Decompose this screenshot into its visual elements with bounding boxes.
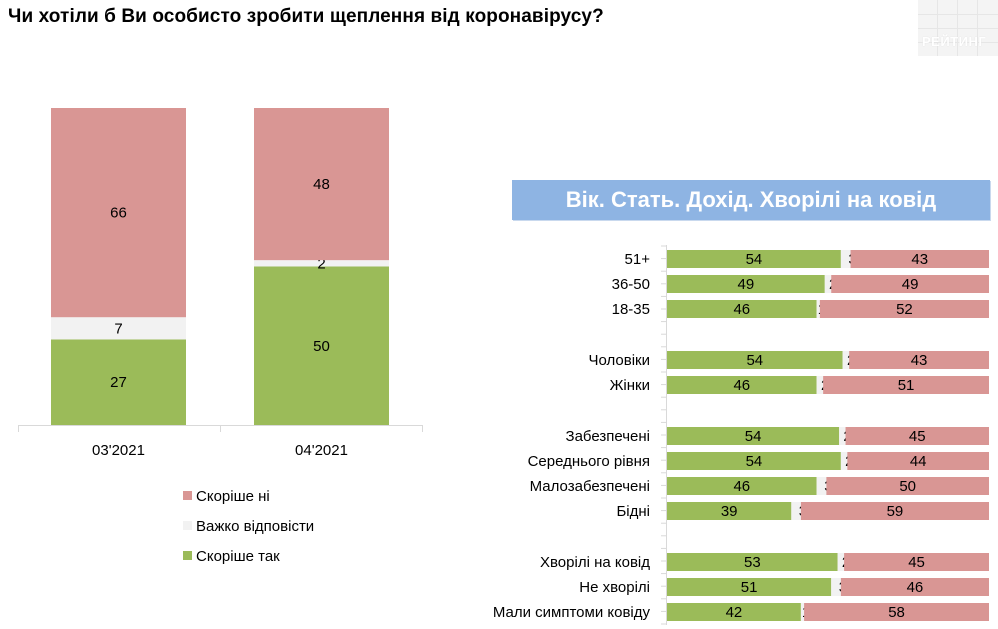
column-segment — [51, 339, 186, 425]
bar-segment — [819, 300, 989, 318]
bar-data-label: 59 — [887, 503, 904, 520]
column-segment — [51, 108, 186, 318]
bar-segment — [804, 603, 989, 621]
bar-segment — [667, 452, 841, 470]
bar-data-label: 46 — [733, 301, 750, 318]
bar-category-label: Не хворілі — [579, 579, 650, 596]
legend-label: Важко відповісти — [196, 518, 314, 535]
bar-segment — [667, 502, 792, 520]
bar-segment — [831, 275, 989, 293]
bar-segment — [850, 250, 989, 268]
bar-data-label: 43 — [911, 352, 928, 369]
bar-data-label: 42 — [726, 604, 743, 621]
bar-data-label: 49 — [902, 276, 919, 293]
bar-segment — [667, 477, 817, 495]
bar-segment — [667, 376, 817, 394]
bar-data-label: 43 — [911, 251, 928, 268]
bar-segment — [847, 452, 989, 470]
bar-data-label: 46 — [733, 478, 750, 495]
column-data-label: 48 — [313, 176, 330, 193]
legend-swatch — [183, 551, 192, 560]
bar-segment — [823, 376, 989, 394]
bar-data-label: 39 — [721, 503, 738, 520]
column-data-label: 2 — [317, 255, 325, 272]
logo-grid — [918, 0, 998, 56]
bar-data-label: 51 — [741, 579, 758, 596]
bar-category-label: Забезпечені — [566, 428, 650, 445]
bar-category-label: 18-35 — [612, 301, 650, 318]
bar-segment — [840, 578, 989, 596]
bar-segment — [800, 603, 805, 621]
bar-segment — [845, 427, 989, 445]
bar-segment — [839, 427, 846, 445]
bar-data-label: 54 — [746, 453, 763, 470]
bar-data-label: 46 — [907, 579, 924, 596]
bar-data-label: 51 — [898, 377, 915, 394]
legend-swatch — [183, 491, 192, 500]
bar-segment — [816, 376, 824, 394]
bar-segment — [667, 351, 843, 369]
chart-title: Чи хотіли б Ви особисто зробити щеплення… — [8, 6, 604, 27]
bar-data-label: 44 — [910, 453, 927, 470]
bar-data-label: 49 — [738, 276, 755, 293]
bar-segment — [816, 477, 827, 495]
legend-swatch — [183, 521, 192, 530]
bar-segment — [667, 603, 801, 621]
column-data-label: 7 — [114, 320, 122, 337]
bar-segment — [837, 553, 845, 571]
bar-segment — [831, 578, 841, 596]
bar-data-label: 54 — [745, 428, 762, 445]
bar-segment — [840, 452, 848, 470]
x-tick-label: 04'2021 — [295, 442, 348, 459]
group-banner: Вік. Стать. Дохід. Хворілі на ковід — [512, 180, 990, 220]
x-tick-label: 03'2021 — [92, 442, 145, 459]
column-data-label: 27 — [110, 374, 127, 391]
logo-text: РЕЙТИНГ — [922, 34, 987, 49]
bar-segment — [800, 502, 989, 520]
bar-data-label: 58 — [888, 604, 905, 621]
column-data-label: 66 — [110, 205, 127, 222]
column-segment — [254, 260, 389, 267]
column-data-label: 50 — [313, 338, 330, 355]
bar-segment — [840, 250, 851, 268]
bar-category-label: 36-50 — [612, 276, 650, 293]
bar-segment — [667, 250, 841, 268]
bar-segment — [667, 427, 840, 445]
bar-segment — [824, 275, 832, 293]
bar-segment — [667, 300, 817, 318]
bar-category-label: 51+ — [625, 251, 651, 268]
bar-category-label: Жінки — [610, 377, 650, 394]
bar-data-label: 54 — [746, 352, 763, 369]
bar-segment — [844, 553, 989, 571]
bar-segment — [791, 502, 801, 520]
bar-category-label: Середнього рівня — [528, 453, 650, 470]
legend-label: Скоріше ні — [196, 488, 270, 505]
bar-data-label: 45 — [908, 554, 925, 571]
column-segment — [51, 317, 186, 340]
bar-segment — [667, 275, 825, 293]
bar-category-label: Хворілі на ковід — [540, 554, 650, 571]
bar-data-label: 46 — [733, 377, 750, 394]
bar-segment — [842, 351, 850, 369]
bar-category-label: Бідні — [616, 503, 650, 520]
bar-category-label: Мали симптоми ковіду — [493, 604, 651, 621]
legend-label: Скоріше так — [196, 548, 280, 565]
bar-data-label: 50 — [899, 478, 916, 495]
bar-category-label: Малозабезпечені — [530, 478, 650, 495]
column-segment — [254, 108, 389, 261]
bar-data-label: 52 — [896, 301, 913, 318]
bar-segment — [826, 477, 989, 495]
bar-category-label: Чоловіки — [588, 352, 650, 369]
bar-segment — [816, 300, 820, 318]
bar-segment — [667, 553, 838, 571]
bar-data-label: 54 — [746, 251, 763, 268]
bar-segment — [849, 351, 989, 369]
column-segment — [254, 266, 389, 425]
bar-segment — [667, 578, 832, 596]
bar-data-label: 45 — [909, 428, 926, 445]
bar-data-label: 53 — [744, 554, 761, 571]
